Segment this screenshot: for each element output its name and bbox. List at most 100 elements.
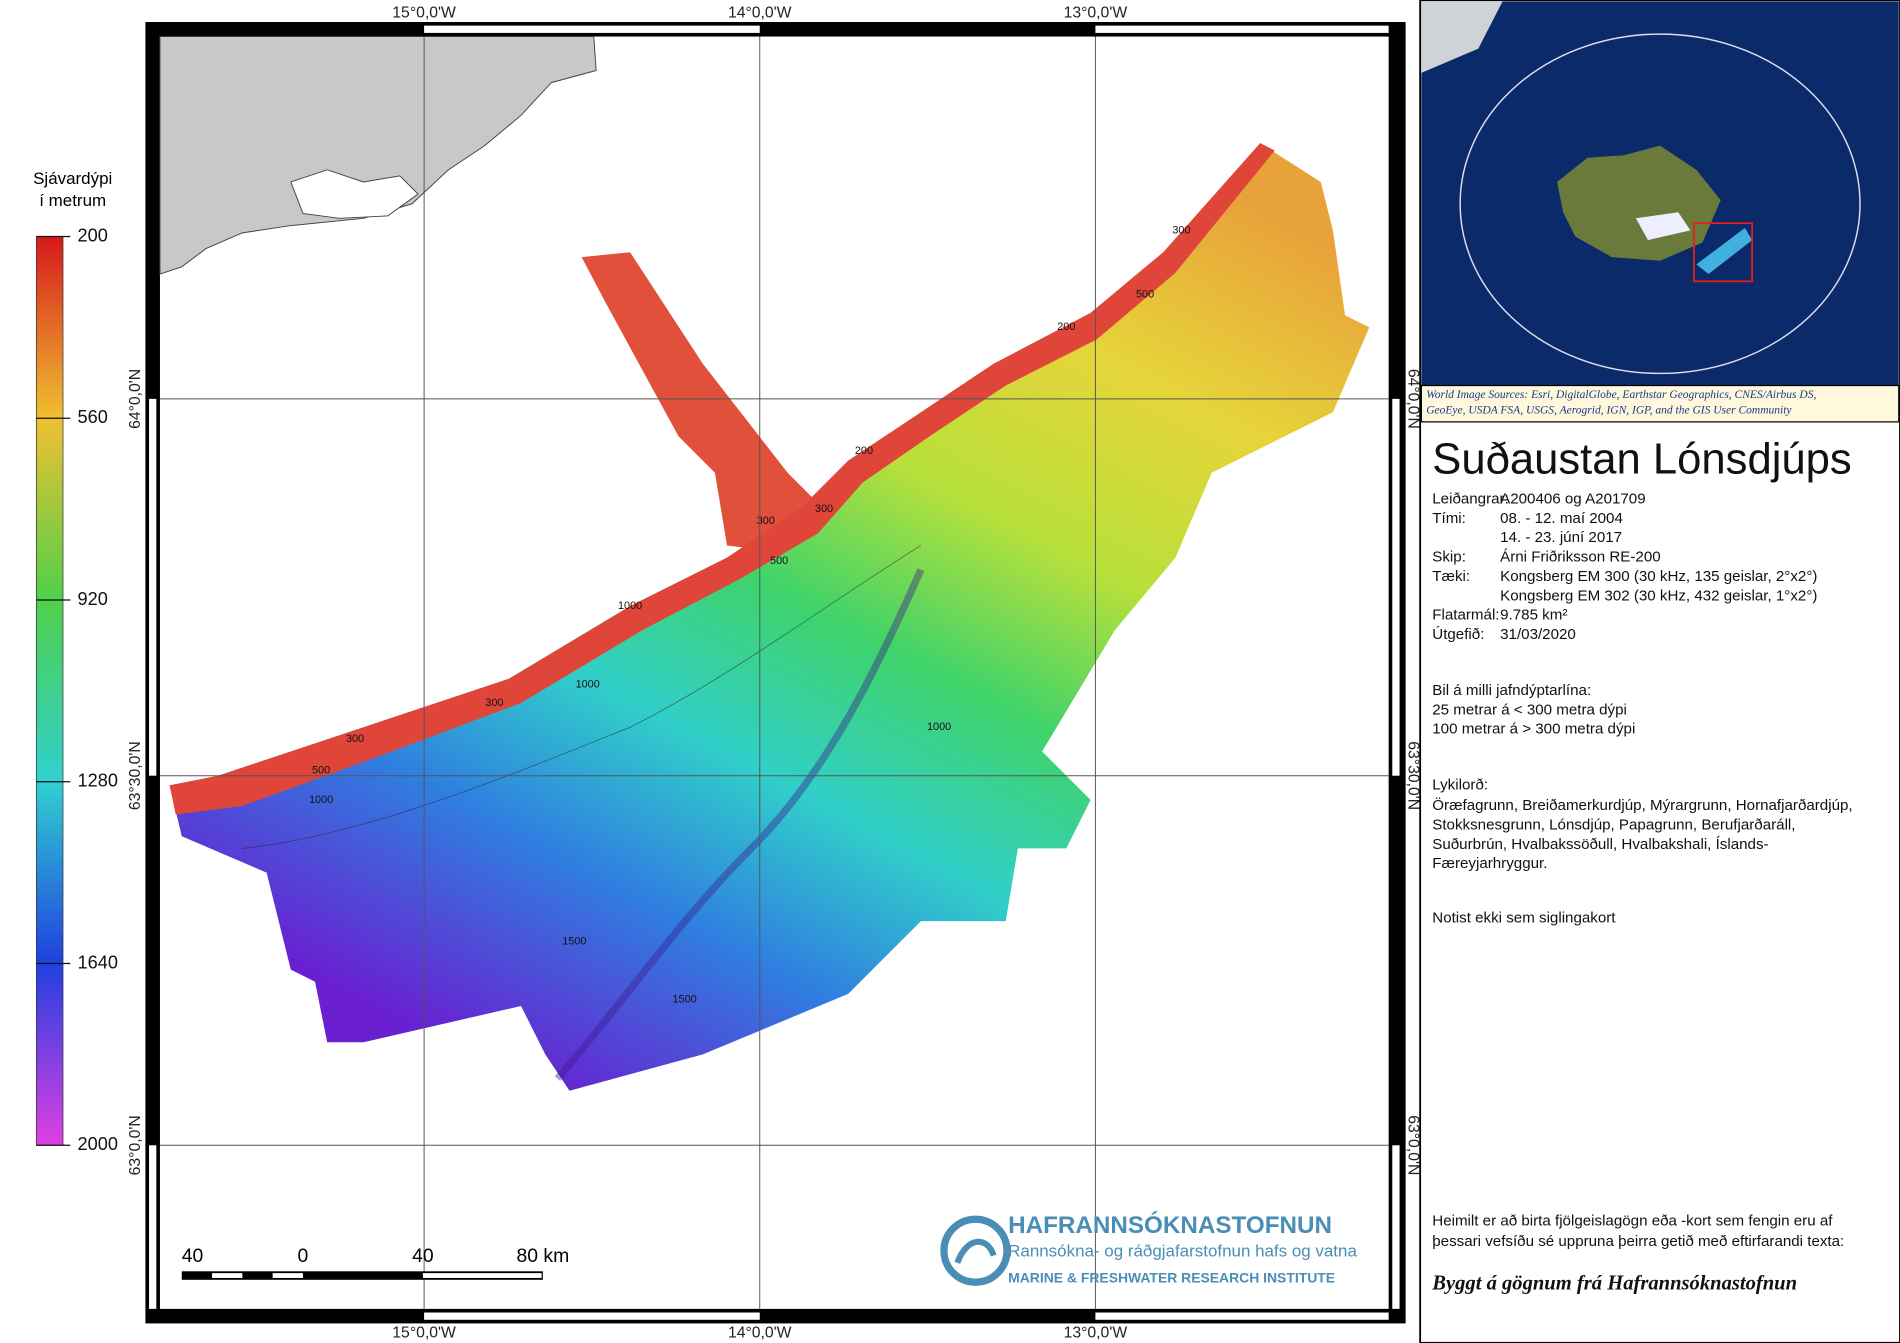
legend-title: í metrum bbox=[39, 191, 106, 210]
logo: HAFRANNSÓKNASTOFNUN Rannsókna- og ráðgja… bbox=[940, 1211, 1357, 1286]
keywords: Suðurbrún, Hvalbakssöðull, Hvalbakshali,… bbox=[1432, 836, 1768, 853]
contour-line bbox=[242, 545, 922, 849]
longitude-label: 15°0,0'W bbox=[392, 1324, 456, 1341]
scale-segment bbox=[272, 1273, 303, 1278]
info-value: Kongsberg EM 302 (30 kHz, 432 geislar, 1… bbox=[1500, 587, 1817, 604]
info-label: Leiðangrar: bbox=[1432, 490, 1509, 507]
info-value: Árni Friðriksson RE-200 bbox=[1500, 549, 1661, 566]
info-label: Tæki: bbox=[1432, 568, 1470, 585]
contour-labels: 300 500 200 200 300 300 500 1000 300 300 500 1000 10… bbox=[309, 224, 1191, 1005]
frame-segment bbox=[1392, 1145, 1400, 1309]
frame-segment bbox=[1392, 398, 1400, 776]
inset-credit: World Image Sources: Esri, DigitalGlobe,… bbox=[1426, 389, 1816, 401]
longitude-label: 15°0,0'W bbox=[392, 5, 456, 22]
frame-segment bbox=[149, 1145, 157, 1309]
legend-tick-label: 200 bbox=[78, 225, 108, 245]
frame-segment bbox=[424, 1312, 760, 1320]
scale-label: 0 bbox=[298, 1245, 309, 1267]
license: Heimilt er að birta fjölgeislagögn eða -… bbox=[1432, 1213, 1833, 1230]
legend-tick-label: 920 bbox=[78, 589, 108, 609]
scale-bar: 40 0 40 80 km bbox=[181, 1245, 569, 1280]
contour-label: 300 bbox=[815, 503, 833, 515]
contour-label: 1000 bbox=[927, 721, 951, 733]
longitude-label: 13°0,0'W bbox=[1064, 1324, 1128, 1341]
info-value: 31/03/2020 bbox=[1500, 626, 1576, 643]
frame-segment bbox=[1095, 1312, 1389, 1320]
info-value: 08. - 12. maí 2004 bbox=[1500, 510, 1623, 527]
latitude-label: 63°0,0'N bbox=[1405, 1115, 1422, 1175]
keywords: Öræfagrunn, Breiðamerkurdjúp, Mýrargrunn… bbox=[1432, 796, 1852, 814]
longitude-label: 14°0,0'W bbox=[728, 5, 792, 22]
keywords-label: Lykilorð: bbox=[1432, 776, 1488, 793]
inset-credit: GeoEye, USDA FSA, USGS, Aerogrid, IGN, I… bbox=[1426, 405, 1792, 417]
legend-tick-label: 1640 bbox=[78, 952, 118, 972]
legend-tick-label: 560 bbox=[78, 407, 108, 427]
warning: Notist ekki sem siglingakort bbox=[1432, 910, 1616, 927]
scale-label: 40 bbox=[182, 1245, 204, 1267]
frame-segment bbox=[149, 398, 157, 776]
keywords: Stokksnesgrunn, Lónsdjúp, Papagrunn, Ber… bbox=[1432, 816, 1795, 833]
info-title: Suðaustan Lónsdjúps bbox=[1432, 435, 1851, 483]
contour-label: 300 bbox=[485, 697, 503, 709]
contour-label: 200 bbox=[855, 445, 873, 457]
contour-label: 1000 bbox=[309, 794, 333, 806]
latitude-label: 64°0,0'N bbox=[1405, 369, 1422, 429]
frame-checker bbox=[149, 25, 1400, 1320]
legend-tick-label: 1280 bbox=[78, 771, 118, 791]
scale-frame bbox=[181, 1271, 543, 1280]
legend-tick-label: 2000 bbox=[78, 1134, 118, 1154]
keywords: Færeyjarhryggur. bbox=[1432, 855, 1547, 872]
credit-box bbox=[1420, 384, 1900, 423]
inset-glacier bbox=[1635, 212, 1691, 241]
inset-greenland bbox=[1421, 1, 1503, 73]
contour-label: 1000 bbox=[618, 600, 642, 612]
legend-ticks: 200 560 920 1280 1640 2000 bbox=[36, 225, 118, 1154]
contour-interval: 100 metrar á > 300 metra dýpi bbox=[1432, 721, 1635, 738]
scale-segment bbox=[422, 1273, 542, 1278]
contour-label: 500 bbox=[1136, 289, 1154, 301]
inset-eez bbox=[1459, 33, 1861, 375]
land bbox=[159, 36, 597, 275]
info-value: Kongsberg EM 300 (30 kHz, 135 geislar, 2… bbox=[1500, 568, 1817, 585]
contour-label: 300 bbox=[1172, 224, 1190, 236]
contour-interval: Bil á milli jafndýptarlína: bbox=[1432, 682, 1591, 699]
legend-colorbar bbox=[35, 236, 64, 1146]
scale-label: 40 bbox=[412, 1245, 434, 1267]
latitude-label: 63°0,0'N bbox=[127, 1115, 144, 1175]
scale-label: 80 km bbox=[516, 1245, 569, 1267]
longitude-label: 14°0,0'W bbox=[728, 1324, 792, 1341]
logo-wave bbox=[954, 1238, 997, 1265]
info-label: Tími: bbox=[1432, 510, 1466, 527]
bathymetry-arm bbox=[581, 252, 824, 552]
graticule: 15°0,0'W 15°0,0'W 14°0,0'W 14°0,0'W 13°0,0'W… bbox=[127, 5, 1422, 1342]
info-label: Skip: bbox=[1432, 549, 1466, 566]
contour-label: 500 bbox=[770, 555, 788, 567]
contour-label: 300 bbox=[757, 515, 775, 527]
latitude-label: 64°0,0'N bbox=[127, 369, 144, 429]
canyon bbox=[554, 568, 925, 1082]
info-value: 9.785 km² bbox=[1500, 607, 1567, 624]
inset-survey bbox=[1696, 228, 1753, 275]
lagoon bbox=[290, 169, 419, 219]
logo-subtitle: Rannsókna- og ráðgjafarstofnun hafs og v… bbox=[1008, 1241, 1357, 1260]
longitude-label: 13°0,0'W bbox=[1064, 5, 1128, 22]
info-value: A200406 og A201709 bbox=[1500, 490, 1646, 507]
info-label: Útgefið: bbox=[1432, 626, 1484, 643]
attribution: Byggt á gögnum frá Hafrannsóknastofnun bbox=[1431, 1272, 1797, 1294]
frame-segment bbox=[1095, 25, 1389, 33]
logo-mark bbox=[940, 1215, 1011, 1286]
latitude-label: 63°30,0'N bbox=[127, 741, 144, 810]
contour-label: 500 bbox=[312, 765, 330, 777]
scale-segment bbox=[212, 1273, 243, 1278]
contour-label: 1500 bbox=[673, 994, 697, 1006]
logo-name: HAFRANNSÓKNASTOFNUN bbox=[1008, 1211, 1332, 1239]
license: þessari vefsíðu sé uppruna þeirra getið … bbox=[1432, 1233, 1844, 1250]
contour-label: 300 bbox=[346, 733, 364, 745]
legend-title: Sjávardýpi bbox=[33, 169, 112, 188]
contour-label: 1500 bbox=[562, 936, 586, 948]
contour-label: 1000 bbox=[576, 679, 600, 691]
inset-extent bbox=[1693, 222, 1754, 283]
info-label: Flatarmál: bbox=[1432, 607, 1499, 624]
